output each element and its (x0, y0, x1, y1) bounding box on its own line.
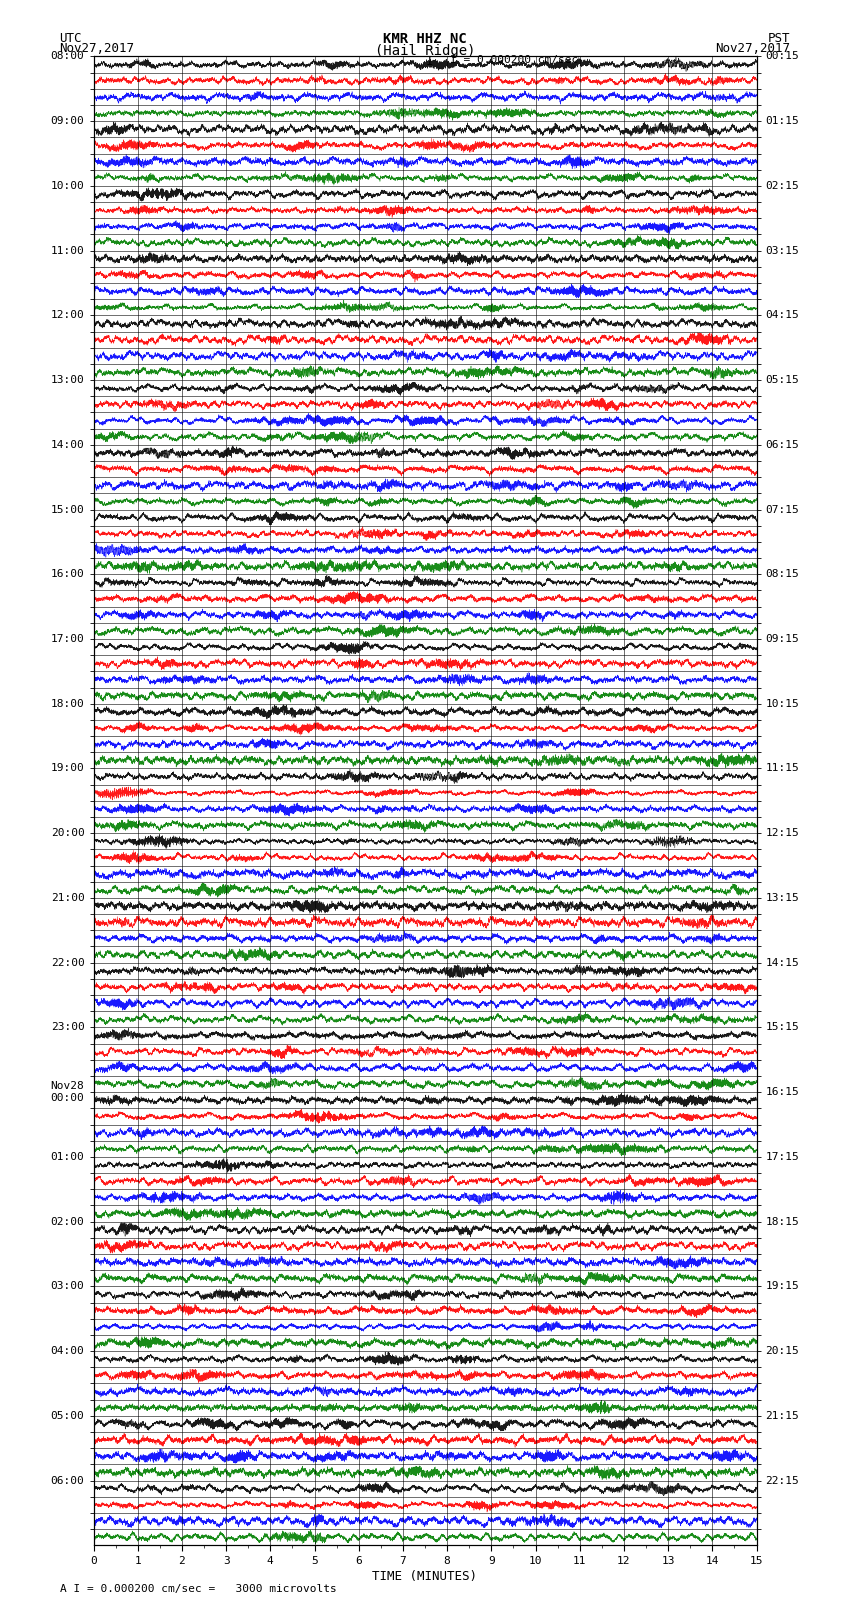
Text: Nov27,2017: Nov27,2017 (60, 42, 134, 55)
Text: UTC: UTC (60, 32, 82, 45)
Text: A I = 0.000200 cm/sec =   3000 microvolts: A I = 0.000200 cm/sec = 3000 microvolts (60, 1584, 337, 1594)
Text: KMR HHZ NC: KMR HHZ NC (383, 32, 467, 47)
Text: PST: PST (768, 32, 790, 45)
Text: Nov27,2017: Nov27,2017 (716, 42, 790, 55)
Text: (Hail Ridge): (Hail Ridge) (375, 44, 475, 58)
Text: I: I (426, 55, 433, 68)
X-axis label: TIME (MINUTES): TIME (MINUTES) (372, 1569, 478, 1582)
Text: I = 0.000200 cm/sec: I = 0.000200 cm/sec (450, 55, 579, 65)
